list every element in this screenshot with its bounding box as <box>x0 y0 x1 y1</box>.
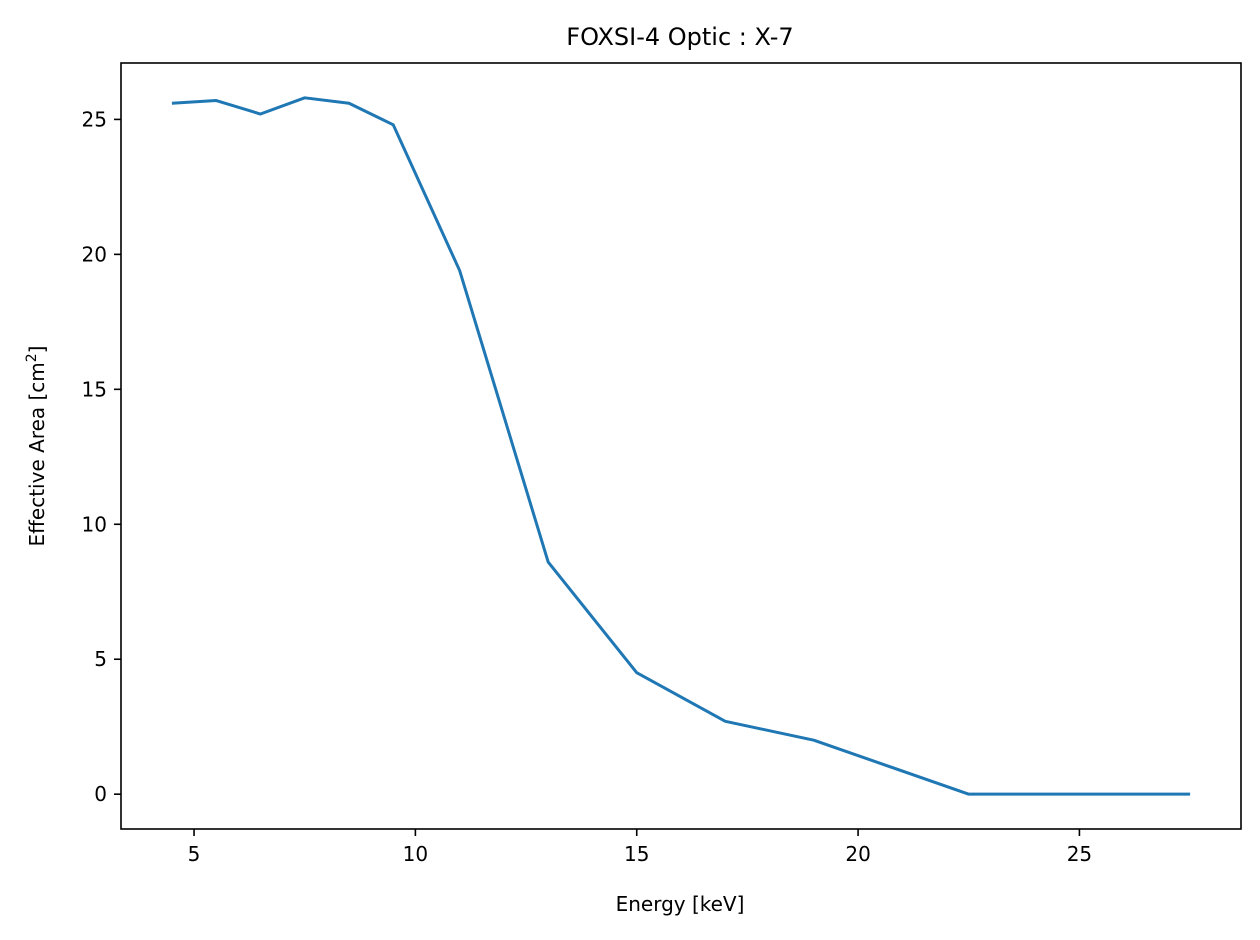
axes-frame <box>120 62 1242 830</box>
series-line-1 <box>171 96 1191 796</box>
y-tick-label: 25 <box>82 107 107 131</box>
x-tick-label: 15 <box>624 842 649 866</box>
y-tick-label: 15 <box>82 377 107 401</box>
y-tick-label: 5 <box>94 647 107 671</box>
y-axis-label-prefix: Effective Area [cm <box>25 362 49 546</box>
x-axis-label: Energy [keV] <box>616 892 745 916</box>
y-tick-label: 0 <box>94 782 107 806</box>
x-axis-ticks: 5 10 15 20 25 <box>188 829 1092 866</box>
x-tick-label: 25 <box>1067 842 1092 866</box>
y-tick-label: 10 <box>82 512 107 536</box>
y-axis-label-suffix: ] <box>25 345 49 353</box>
chart-title: FOXSI-4 Optic : X-7 <box>566 23 793 51</box>
x-tick-label: 10 <box>403 842 428 866</box>
y-axis-label-superscript: 2 <box>24 353 40 362</box>
y-tick-label: 20 <box>82 242 107 266</box>
y-axis-label: Effective Area [cm2] <box>24 345 49 546</box>
y-axis-ticks: 0 5 10 15 20 25 <box>82 107 121 806</box>
series-layer <box>171 96 1191 796</box>
plot-area <box>120 62 1242 830</box>
x-tick-label: 20 <box>845 842 870 866</box>
x-tick-label: 5 <box>188 842 201 866</box>
